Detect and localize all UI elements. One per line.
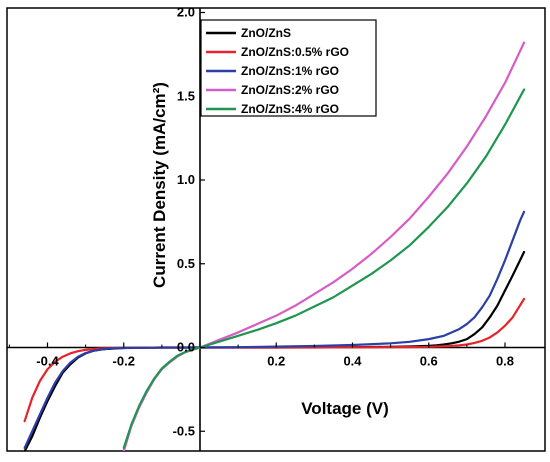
legend-label: ZnO/ZnS:4% rGO [241, 102, 339, 116]
y-tick-label: 1.5 [177, 88, 195, 103]
x-tick-label: -0.2 [113, 354, 135, 369]
legend-label: ZnO/ZnS:2% rGO [241, 83, 339, 97]
y-tick-label: 0.5 [177, 256, 195, 271]
series-line-5 [122, 88, 526, 450]
series-line-3 [23, 210, 526, 450]
series-line-1 [23, 250, 526, 451]
x-tick-label: 0.8 [496, 354, 514, 369]
plot-frame [6, 7, 546, 452]
x-tick-label: 0.6 [420, 354, 438, 369]
legend: ZnO/ZnS ZnO/ZnS:0.5% rGO ZnO/ZnS:1% rGO ZnO… [200, 19, 377, 117]
legend-label: ZnO/ZnS:0.5% rGO [241, 45, 349, 59]
y-tick-label: 2.0 [177, 5, 195, 20]
y-axis-title: Current Density (mA/cm²) [150, 82, 169, 288]
legend-label: ZnO/ZnS [241, 26, 291, 40]
x-tick-label: -0.4 [36, 354, 59, 369]
x-tick-label: 0.2 [267, 354, 285, 369]
y-tick-label: 1.0 [177, 172, 195, 187]
x-axis-title: Voltage (V) [301, 399, 389, 418]
legend-label: ZnO/ZnS:1% rGO [241, 64, 339, 78]
y-tick-label: -0.5 [173, 423, 195, 438]
x-tick-label: 0.4 [343, 354, 362, 369]
y-tick-label: 0.0 [177, 340, 195, 355]
legend-box [200, 19, 377, 117]
